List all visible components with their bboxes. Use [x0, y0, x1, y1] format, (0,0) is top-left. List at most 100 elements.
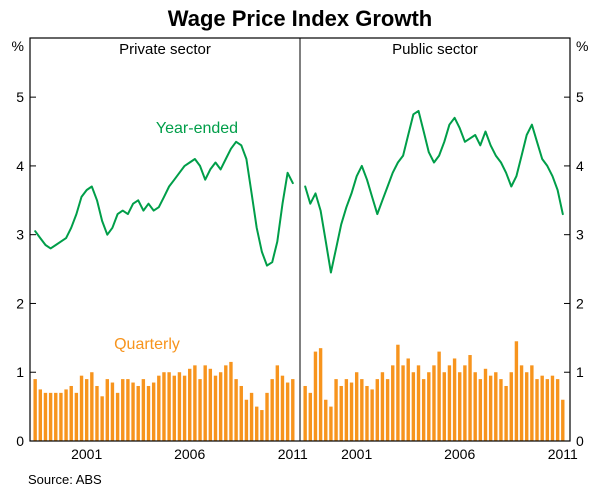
quarterly-bar — [365, 385, 369, 441]
quarterly-bar — [182, 375, 187, 441]
quarterly-bar — [136, 385, 140, 441]
quarterly-bar — [198, 379, 202, 441]
quarterly-bar — [95, 385, 99, 441]
quarterly-bar — [193, 365, 197, 441]
y-axis-unit-left: % — [12, 38, 24, 54]
quarterly-bar — [525, 372, 529, 441]
y-tick-label-right: 4 — [576, 158, 584, 174]
y-tick-label-left: 1 — [16, 364, 24, 380]
quarterly-bar — [146, 385, 151, 441]
x-tick-label: 2001 — [71, 446, 102, 462]
quarterly-bar — [483, 368, 488, 441]
y-tick-label-left: 5 — [16, 89, 24, 105]
quarterly-bar — [519, 365, 524, 441]
y-tick-label-right: 0 — [576, 433, 584, 449]
quarterly-bar — [270, 379, 274, 441]
y-tick-label-left: 3 — [16, 227, 24, 243]
quarterly-bar — [514, 341, 519, 441]
quarterly-bar — [437, 351, 441, 441]
quarterly-bar — [416, 365, 421, 441]
quarterly-bar — [411, 372, 416, 441]
quarterly-bar — [265, 392, 269, 441]
quarterly-bar — [555, 379, 560, 441]
year-ended-series-label: Year-ended — [156, 120, 238, 137]
quarterly-bar — [208, 368, 213, 441]
quarterly-bar — [59, 392, 63, 441]
y-tick-label-right: 2 — [576, 295, 584, 311]
quarterly-bar — [406, 358, 410, 441]
quarterly-bar — [354, 372, 359, 441]
quarterly-bar — [540, 375, 544, 441]
quarterly-bar — [33, 379, 37, 441]
quarterly-bar — [203, 365, 207, 441]
y-tick-label-right: 5 — [576, 89, 584, 105]
quarterly-bar — [141, 379, 146, 441]
quarterly-bar — [105, 379, 109, 441]
quarterly-bar — [244, 399, 249, 441]
y-tick-label-right: 3 — [576, 227, 584, 243]
quarterly-bar — [530, 365, 534, 441]
quarterly-bar — [110, 382, 115, 441]
panel-title-public: Public sector — [392, 41, 478, 58]
quarterly-bar — [478, 379, 483, 441]
x-tick-label: 2006 — [174, 446, 205, 462]
quarterly-bar — [285, 382, 290, 441]
quarterly-bar — [131, 382, 135, 441]
quarterly-bar — [280, 375, 285, 441]
quarterly-bar — [427, 372, 431, 441]
quarterly-bar — [334, 379, 338, 441]
quarterly-bar — [375, 379, 379, 441]
quarterly-bar — [380, 372, 385, 441]
quarterly-bar — [401, 365, 405, 441]
y-tick-label-right: 1 — [576, 364, 584, 380]
y-axis-unit-right: % — [576, 38, 588, 54]
quarterly-bar — [499, 379, 503, 441]
quarterly-bar — [329, 406, 333, 441]
quarterly-bar — [84, 379, 89, 441]
quarterly-bar — [121, 379, 125, 441]
quarterly-bar — [38, 389, 43, 441]
quarterly-bar — [224, 365, 228, 441]
quarterly-bar — [561, 399, 565, 441]
quarterly-bar — [188, 368, 192, 441]
year-ended-line — [34, 140, 294, 267]
quarterly-bar — [115, 392, 120, 441]
quarterly-bar — [468, 355, 472, 441]
quarterly-bar — [509, 372, 513, 441]
quarterly-bar — [151, 382, 156, 441]
quarterly-bar — [494, 372, 498, 441]
quarterly-bar — [90, 372, 94, 441]
quarterly-bar — [69, 385, 73, 441]
quarterly-bar — [432, 365, 436, 441]
quarterly-bar — [550, 375, 555, 441]
quarterly-bar — [64, 389, 68, 441]
quarterly-bar — [275, 365, 280, 441]
year-ended-line — [304, 109, 564, 274]
x-tick-label: 2006 — [444, 446, 475, 462]
quarterly-bar — [172, 375, 176, 441]
quarterly-bar — [162, 372, 166, 441]
quarterly-bar — [458, 372, 462, 441]
quarterly-bar — [167, 372, 171, 441]
quarterly-bar — [48, 392, 53, 441]
x-tick-label: 2001 — [341, 446, 372, 462]
quarterly-bar — [370, 389, 374, 441]
y-tick-label-left: 0 — [16, 433, 24, 449]
quarterly-bar — [234, 379, 238, 441]
quarterly-bar — [74, 392, 79, 441]
quarterly-bar — [313, 351, 318, 441]
quarterly-bar — [213, 375, 218, 441]
quarterly-bar — [385, 379, 390, 441]
quarterly-bar — [504, 385, 508, 441]
quarterly-bar — [308, 392, 313, 441]
quarterly-bar — [43, 392, 48, 441]
quarterly-bar — [442, 372, 446, 441]
quarterly-bar — [249, 392, 254, 441]
quarterly-bar — [100, 396, 104, 441]
quarterly-bar — [396, 344, 400, 441]
quarterly-bar — [339, 385, 343, 441]
source-note: Source: ABS — [28, 472, 102, 487]
quarterly-bar — [535, 379, 539, 441]
quarterly-bar — [177, 372, 182, 441]
